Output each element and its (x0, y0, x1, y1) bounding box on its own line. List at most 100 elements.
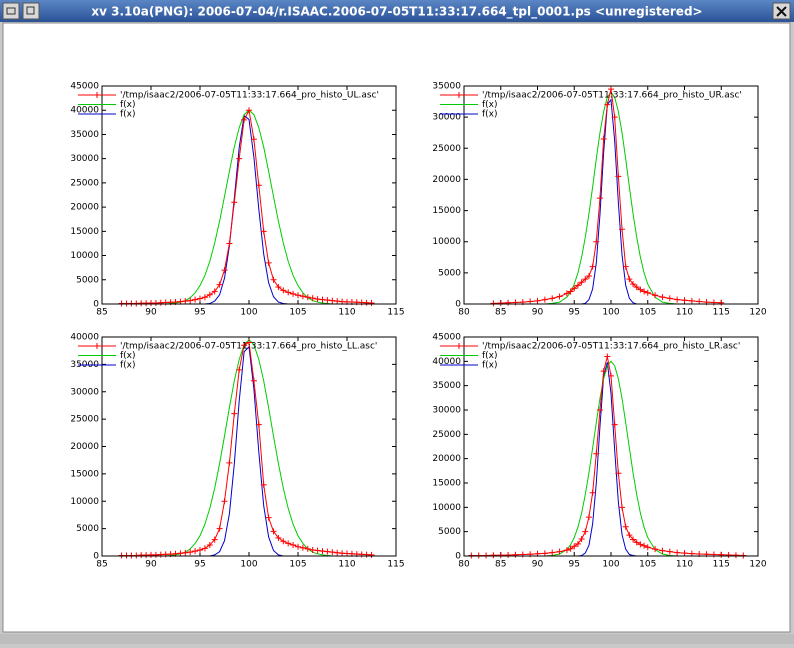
point-marker (681, 550, 688, 557)
point-marker (221, 498, 228, 505)
point-marker (630, 536, 637, 543)
point-marker (600, 368, 607, 375)
y-tick-label: 25000 (432, 144, 461, 154)
legend-label: f(x) (482, 110, 498, 120)
point-marker (718, 299, 725, 306)
point-marker (626, 276, 633, 283)
point-marker (206, 542, 213, 549)
point-marker (563, 290, 570, 297)
legend-label: f(x) (120, 100, 136, 110)
point-marker (637, 286, 644, 293)
point-marker (626, 532, 633, 539)
x-tick-label: 110 (338, 308, 355, 318)
point-marker (192, 548, 199, 555)
point-marker (319, 548, 326, 555)
x-tick-label: 105 (639, 308, 656, 318)
point-marker (285, 540, 292, 547)
y-tick-label: 30000 (432, 406, 461, 416)
point-marker (211, 536, 218, 543)
x-tick-label: 115 (713, 560, 730, 570)
point-marker (666, 548, 673, 555)
point-marker (593, 238, 600, 245)
point-marker (241, 342, 248, 349)
chart: 0 5000 10000 15000 20000 25000 30000 35000 40000… (70, 82, 404, 318)
x-tick-label: 105 (289, 560, 306, 570)
point-marker (571, 543, 578, 550)
point-marker (216, 281, 223, 288)
y-tick-label: 10000 (70, 497, 99, 507)
point-marker (368, 300, 375, 307)
x-tick-label: 90 (532, 560, 544, 570)
plot-border (463, 336, 759, 557)
legend-label: f(x) (482, 100, 498, 110)
point-marker (246, 339, 252, 346)
point-marker (725, 552, 732, 559)
y-tick-label: 5000 (438, 268, 461, 278)
legend-label: '/tmp/isaac2/2006-07-05T11:33:17.664_pro… (120, 91, 379, 101)
point-marker (541, 550, 548, 557)
point-marker (324, 548, 331, 555)
y-tick-label: 15000 (70, 469, 99, 479)
x-tick-label: 115 (387, 308, 404, 318)
x-tick-label: 100 (602, 560, 619, 570)
x-tick-label: 85 (495, 560, 506, 570)
shade-icon (26, 6, 35, 15)
point-marker (177, 550, 184, 557)
point-marker (505, 299, 512, 306)
point-marker (285, 289, 292, 296)
shade-button[interactable] (22, 2, 40, 20)
point-marker (593, 450, 600, 457)
legend-label: '/tmp/isaac2/2006-07-05T11:33:17.664_pro… (482, 342, 740, 352)
point-marker (710, 551, 717, 558)
legend-label: '/tmp/isaac2/2006-07-05T11:33:17.664_pro… (120, 342, 377, 352)
y-tick-label: 25000 (70, 415, 99, 425)
x-tick-label: 110 (676, 560, 693, 570)
menu-button[interactable] (2, 2, 20, 20)
point-marker (290, 290, 297, 297)
point-marker (290, 542, 297, 549)
point-marker (619, 504, 626, 511)
point-marker (674, 296, 681, 303)
point-marker (732, 552, 739, 559)
point-marker (633, 539, 640, 546)
point-marker (187, 297, 194, 304)
point-marker (578, 279, 585, 286)
x-tick-label: 110 (676, 308, 693, 318)
y-tick-label: 5000 (76, 275, 99, 285)
point-marker (582, 276, 589, 283)
y-tick-label: 10000 (432, 503, 461, 513)
y-tick-label: 35000 (70, 130, 99, 140)
point-marker (497, 300, 504, 307)
x-tick-label: 115 (387, 560, 404, 570)
point-marker (688, 297, 695, 304)
x-tick-label: 120 (749, 560, 766, 570)
menu-icon (6, 7, 16, 15)
point-marker (666, 295, 673, 302)
x-tick-label: 85 (96, 308, 107, 318)
point-marker (681, 297, 688, 304)
y-tick-label: 10000 (70, 251, 99, 261)
x-tick-label: 100 (602, 308, 619, 318)
point-marker (314, 547, 321, 554)
y-tick-label: 30000 (70, 387, 99, 397)
point-marker (270, 276, 277, 283)
y-tick-label: 5000 (438, 527, 461, 537)
y-tick-label: 0 (93, 300, 99, 310)
point-marker (622, 263, 629, 270)
point-marker (604, 101, 611, 108)
y-tick-label: 20000 (432, 454, 461, 464)
y-tick-label: 40000 (432, 357, 461, 367)
point-marker (596, 407, 603, 413)
x-tick-label: 85 (495, 308, 506, 318)
close-icon (776, 6, 787, 17)
chart: 0 5000 10000 15000 20000 25000 30000 35000 80 85 9… (432, 82, 766, 318)
point-marker (611, 421, 618, 428)
point-marker (490, 300, 497, 307)
point-marker (201, 545, 208, 552)
plot-border (463, 85, 759, 305)
x-tick-label: 115 (713, 308, 730, 318)
point-marker (334, 549, 341, 556)
point-marker (505, 552, 512, 559)
point-marker (541, 296, 548, 303)
